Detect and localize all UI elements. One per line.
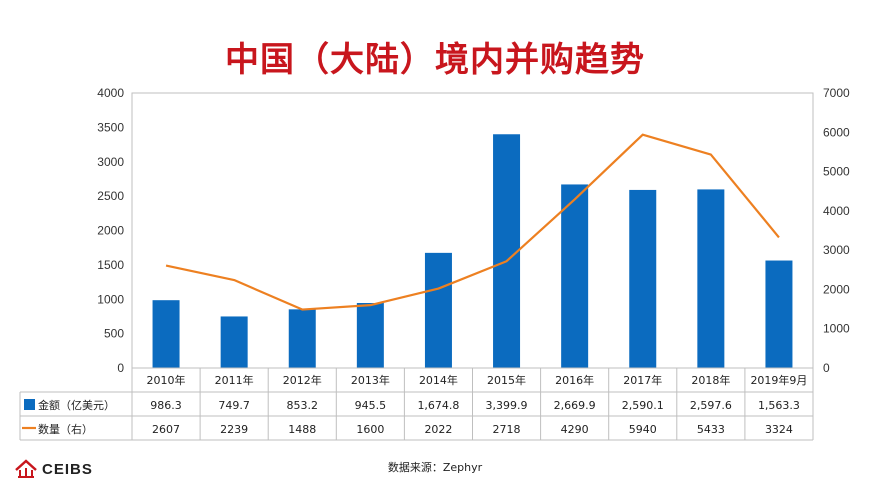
line-value-label: 2239 <box>220 423 248 436</box>
legend-line-label: 数量（右） <box>38 422 93 436</box>
bar <box>288 309 316 368</box>
bar-value-label: 945.5 <box>355 399 387 412</box>
line-value-label: 2022 <box>424 423 452 436</box>
x-tick-label: 2016年 <box>555 373 594 387</box>
legend-bar-label: 金额（亿美元） <box>38 398 115 412</box>
right-axis-tick-label: 7000 <box>823 86 850 100</box>
bar <box>152 300 180 368</box>
right-axis-tick-label: 6000 <box>823 125 850 139</box>
series-line <box>165 133 780 311</box>
line-value-label: 1600 <box>356 423 384 436</box>
line-value-label: 4290 <box>561 423 589 436</box>
right-axis-tick-label: 2000 <box>823 282 850 296</box>
bar-value-label: 853.2 <box>287 399 319 412</box>
line-value-label: 5940 <box>629 423 657 436</box>
left-axis-tick-label: 3500 <box>97 120 124 134</box>
left-axis-tick-label: 500 <box>104 327 124 341</box>
x-tick-label: 2014年 <box>419 373 458 387</box>
left-axis-tick-label: 2000 <box>97 224 124 238</box>
line-value-label: 1488 <box>288 423 316 436</box>
bar <box>765 260 793 368</box>
bar <box>493 134 521 368</box>
bar <box>697 189 725 368</box>
x-tick-label: 2019年9月 <box>750 373 807 387</box>
left-axis-tick-label: 3000 <box>97 155 124 169</box>
x-tick-label: 2018年 <box>691 373 730 387</box>
bar <box>220 316 248 368</box>
bar <box>424 252 452 368</box>
left-axis-tick-label: 1500 <box>97 258 124 272</box>
logo-text: CEIBS <box>42 460 93 478</box>
line-value-label: 2607 <box>152 423 180 436</box>
bar-value-label: 986.3 <box>150 399 182 412</box>
x-tick-label: 2011年 <box>215 373 254 387</box>
bar-value-label: 1,563.3 <box>758 399 800 412</box>
legend-bar-key <box>24 399 35 410</box>
ceibs-logo-mark-icon <box>15 459 37 478</box>
line-value-label: 5433 <box>697 423 725 436</box>
x-tick-label: 2012年 <box>283 373 322 387</box>
right-axis-tick-label: 4000 <box>823 204 850 218</box>
bar-value-label: 2,669.9 <box>554 399 596 412</box>
source-note: 数据来源：Zephyr <box>387 461 483 474</box>
ceibs-logo: CEIBS <box>14 458 93 480</box>
x-tick-label: 2015年 <box>487 373 526 387</box>
x-tick-label: 2017年 <box>623 373 662 387</box>
right-axis-tick-label: 0 <box>823 361 830 375</box>
line-value-label: 2718 <box>493 423 521 436</box>
right-axis-tick-label: 1000 <box>823 322 850 336</box>
bar-value-label: 1,674.8 <box>417 399 459 412</box>
bar-value-label: 749.7 <box>218 399 250 412</box>
right-axis-tick-label: 5000 <box>823 165 850 179</box>
bar-value-label: 2,590.1 <box>622 399 664 412</box>
bar-value-label: 3,399.9 <box>486 399 528 412</box>
x-tick-label: 2010年 <box>147 373 186 387</box>
chart-title: 中国（大陆）境内并购趋势 <box>225 40 645 80</box>
bar <box>561 184 589 368</box>
bar-value-label: 2,597.6 <box>690 399 732 412</box>
x-tick-label: 2013年 <box>351 373 390 387</box>
left-axis-tick-label: 4000 <box>97 86 124 100</box>
bar <box>629 189 657 368</box>
left-axis-tick-label: 0 <box>117 361 124 375</box>
left-axis-tick-label: 2500 <box>97 189 124 203</box>
line-value-label: 3324 <box>765 423 793 436</box>
left-axis-tick-label: 1000 <box>97 292 124 306</box>
right-axis-tick-label: 3000 <box>823 243 850 257</box>
bar <box>356 302 384 368</box>
